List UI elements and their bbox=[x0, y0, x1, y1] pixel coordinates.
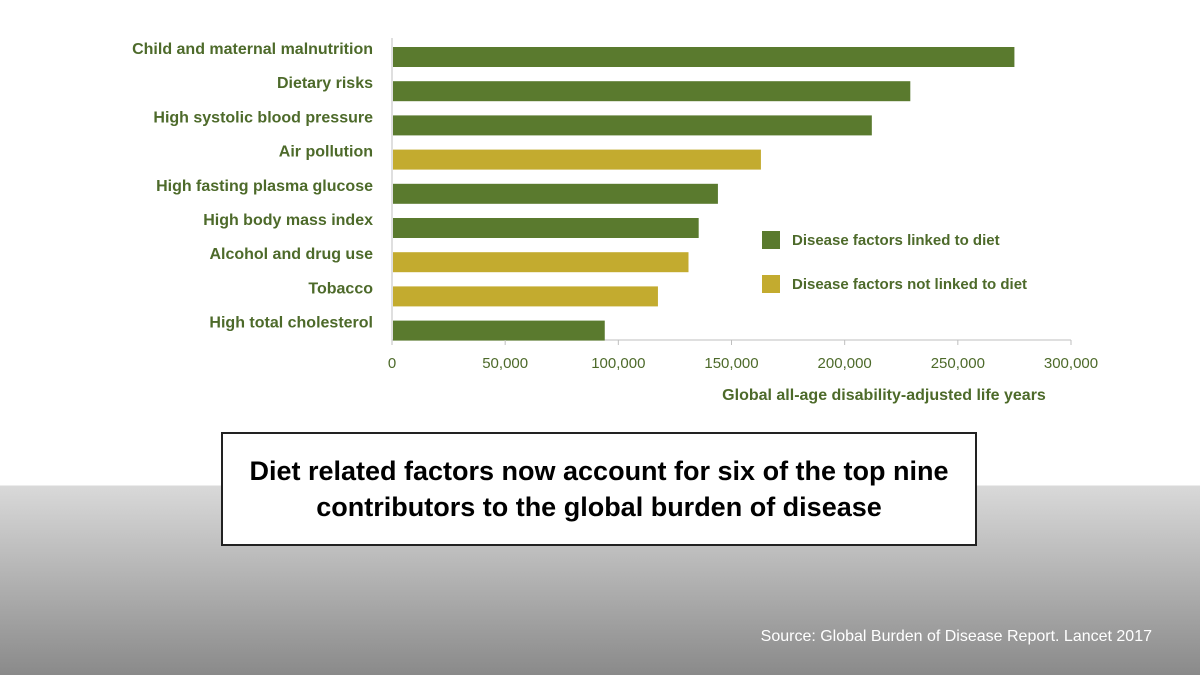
bar bbox=[393, 183, 718, 204]
callout-text: Diet related factors now account for six… bbox=[249, 456, 949, 522]
legend-swatch bbox=[762, 275, 780, 293]
category-label: Dietary risks bbox=[277, 75, 373, 92]
legend-label: Disease factors not linked to diet bbox=[792, 276, 1027, 293]
x-tick-label: 250,000 bbox=[931, 355, 985, 372]
category-label: Tobacco bbox=[308, 280, 373, 297]
bar bbox=[393, 149, 761, 170]
bar bbox=[393, 286, 658, 307]
bar bbox=[393, 320, 605, 341]
x-tick-label: 150,000 bbox=[704, 355, 758, 372]
legend-label: Disease factors linked to diet bbox=[792, 232, 1000, 249]
category-label: Air pollution bbox=[279, 144, 373, 161]
x-tick-label: 300,000 bbox=[1044, 355, 1098, 372]
source-citation: Source: Global Burden of Disease Report.… bbox=[760, 628, 1152, 645]
callout-box: Diet related factors now account for six… bbox=[221, 432, 977, 546]
x-axis-title: Global all-age disability-adjusted life … bbox=[722, 387, 1046, 404]
x-tick-label: 100,000 bbox=[591, 355, 645, 372]
x-tick-label: 50,000 bbox=[482, 355, 528, 372]
category-label: High body mass index bbox=[203, 212, 373, 229]
bar bbox=[393, 115, 872, 136]
bar-chart: Child and maternal malnutrition Dietary r… bbox=[132, 38, 1098, 404]
bar bbox=[393, 81, 911, 102]
category-label: Child and maternal malnutrition bbox=[132, 41, 373, 58]
category-label: High systolic blood pressure bbox=[153, 109, 373, 126]
bar bbox=[393, 252, 689, 273]
legend-swatch bbox=[762, 231, 780, 249]
x-tick-label: 200,000 bbox=[818, 355, 872, 372]
category-label: High total cholesterol bbox=[209, 315, 373, 332]
category-label: Alcohol and drug use bbox=[209, 246, 373, 263]
x-tick-label: 0 bbox=[388, 355, 396, 372]
bar bbox=[393, 218, 699, 238]
bar bbox=[393, 47, 1015, 67]
category-label: High fasting plasma glucose bbox=[156, 178, 373, 195]
